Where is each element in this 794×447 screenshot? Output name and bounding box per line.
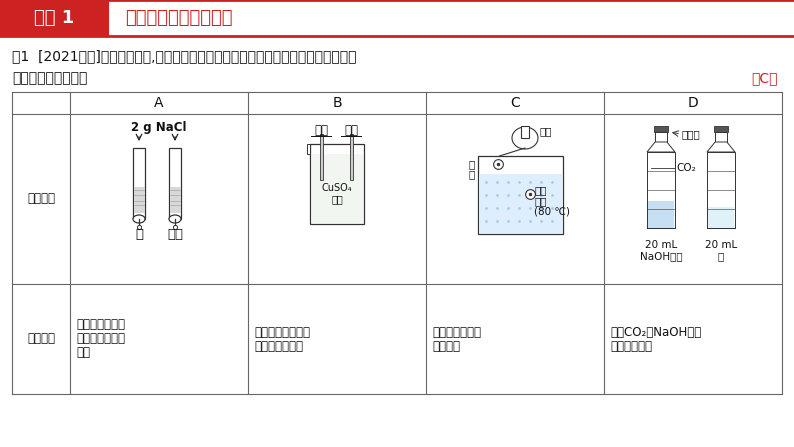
Text: 塑料瓶: 塑料瓶 — [681, 129, 700, 139]
Polygon shape — [647, 142, 675, 152]
Text: 热水: 热水 — [534, 196, 547, 206]
Text: （C）: （C） — [751, 71, 778, 85]
Bar — [133, 187, 145, 213]
Text: 水: 水 — [135, 228, 143, 241]
Bar — [655, 132, 667, 142]
Text: 汽油: 汽油 — [167, 228, 183, 241]
Text: 到相应实验目的的是: 到相应实验目的的是 — [12, 71, 87, 85]
Text: CuSO₄: CuSO₄ — [322, 183, 353, 193]
Bar — [714, 126, 728, 132]
Ellipse shape — [512, 127, 538, 149]
Text: 20 mL: 20 mL — [645, 240, 677, 250]
Text: 20 mL: 20 mL — [705, 240, 737, 250]
Ellipse shape — [169, 215, 181, 223]
Bar — [654, 126, 668, 132]
Text: 探究物质燃烧的: 探究物质燃烧的 — [432, 325, 481, 338]
Bar — [0, 0, 108, 36]
Bar — [715, 132, 727, 142]
Bar — [647, 152, 675, 228]
Bar — [307, 144, 310, 154]
Bar — [311, 154, 363, 223]
Text: 实验目的: 实验目的 — [27, 333, 55, 346]
Bar — [477, 156, 562, 234]
Text: D: D — [688, 96, 699, 110]
Bar — [479, 174, 561, 233]
Text: A: A — [154, 96, 164, 110]
Bar — [707, 152, 735, 228]
Bar — [708, 207, 734, 228]
Text: 类型 1: 类型 1 — [34, 9, 74, 27]
Text: 实验设计: 实验设计 — [27, 193, 55, 206]
Bar — [169, 187, 180, 213]
Bar — [169, 148, 181, 219]
Text: 探究CO₂与NaOH溶液: 探究CO₂与NaOH溶液 — [610, 325, 701, 338]
Text: 水: 水 — [718, 251, 724, 261]
Bar — [310, 144, 364, 224]
Text: 探究同种物质在: 探究同种物质在 — [76, 319, 125, 332]
Bar — [108, 0, 794, 36]
Text: (80 ℃): (80 ℃) — [534, 206, 571, 216]
Text: 应用控制变量法的实验: 应用控制变量法的实验 — [125, 9, 233, 27]
Text: 不同溶剂中的溶: 不同溶剂中的溶 — [76, 333, 125, 346]
Text: 例1  [2021预测]设计对比实验,控制变量是学习化学的重要方法。下列对比实验不能达: 例1 [2021预测]设计对比实验,控制变量是学习化学的重要方法。下列对比实验不… — [12, 49, 357, 63]
Text: 银丝: 银丝 — [344, 123, 358, 136]
Text: 白: 白 — [468, 159, 475, 169]
Bar — [349, 134, 353, 180]
Bar — [133, 148, 145, 219]
Bar — [648, 202, 674, 228]
Text: NaOH溶液: NaOH溶液 — [640, 251, 682, 261]
Text: 溶液: 溶液 — [331, 194, 343, 204]
Bar — [521, 126, 529, 138]
Text: CO₂: CO₂ — [676, 163, 696, 173]
Polygon shape — [707, 142, 735, 152]
Bar — [319, 134, 322, 180]
Text: 金属活动性强弱: 金属活动性强弱 — [254, 340, 303, 353]
Text: 红磷: 红磷 — [534, 185, 547, 195]
Text: B: B — [332, 96, 341, 110]
Text: 铁丝: 铁丝 — [314, 123, 328, 136]
Text: 能否发生反应: 能否发生反应 — [610, 340, 652, 353]
Ellipse shape — [133, 215, 145, 223]
Text: C: C — [510, 96, 520, 110]
Text: 三个条件: 三个条件 — [432, 340, 460, 353]
Text: 2 g NaCl: 2 g NaCl — [131, 122, 187, 135]
Text: 比较铁、铜、银的: 比较铁、铜、银的 — [254, 325, 310, 338]
Text: 气球: 气球 — [539, 126, 552, 136]
Text: 磷: 磷 — [468, 169, 475, 179]
Text: 解性: 解性 — [76, 346, 90, 359]
